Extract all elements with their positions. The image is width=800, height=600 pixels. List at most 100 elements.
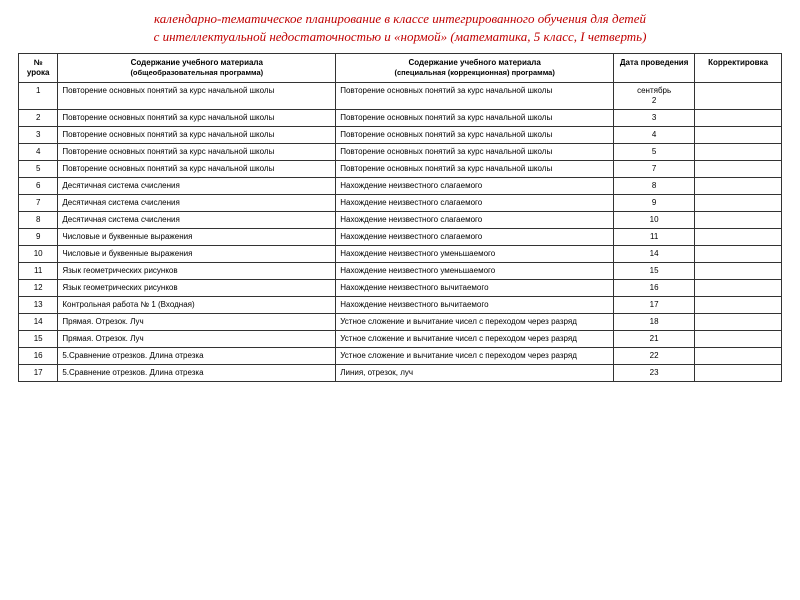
- table-row: 165.Сравнение отрезков. Длина отрезкаУст…: [19, 348, 782, 365]
- h-corr: Корректировка: [708, 58, 768, 67]
- table-row: 11Язык геометрических рисунковНахождение…: [19, 263, 782, 280]
- cell-correction: [695, 161, 782, 178]
- cell-content1: Числовые и буквенные выражения: [58, 229, 336, 246]
- table-row: 10Числовые и буквенные выраженияНахожден…: [19, 246, 782, 263]
- table-row: 6Десятичная система счисленияНахождение …: [19, 178, 782, 195]
- cell-content2: Нахождение неизвестного уменьшаемого: [336, 263, 614, 280]
- cell-date: 22: [614, 348, 695, 365]
- cell-date: 23: [614, 365, 695, 382]
- cell-date: 17: [614, 297, 695, 314]
- h-c1-main: Содержание учебного материала: [131, 58, 263, 67]
- table-row: 15Прямая. Отрезок. ЛучУстное сложение и …: [19, 331, 782, 348]
- cell-content2: Повторение основных понятий за курс нача…: [336, 110, 614, 127]
- cell-correction: [695, 83, 782, 110]
- cell-date: 9: [614, 195, 695, 212]
- cell-content1: Числовые и буквенные выражения: [58, 246, 336, 263]
- cell-content2: Повторение основных понятий за курс нача…: [336, 83, 614, 110]
- table-row: 175.Сравнение отрезков. Длина отрезкаЛин…: [19, 365, 782, 382]
- table-row: 5Повторение основных понятий за курс нач…: [19, 161, 782, 178]
- cell-number: 12: [19, 280, 58, 297]
- cell-number: 6: [19, 178, 58, 195]
- cell-number: 11: [19, 263, 58, 280]
- header-row: № урока Содержание учебного материала (о…: [19, 54, 782, 83]
- cell-content1: Повторение основных понятий за курс нача…: [58, 161, 336, 178]
- cell-correction: [695, 263, 782, 280]
- cell-date: 21: [614, 331, 695, 348]
- cell-correction: [695, 110, 782, 127]
- col-header-content2: Содержание учебного материала (специальн…: [336, 54, 614, 83]
- cell-correction: [695, 280, 782, 297]
- cell-correction: [695, 246, 782, 263]
- cell-number: 10: [19, 246, 58, 263]
- plan-table: № урока Содержание учебного материала (о…: [18, 53, 782, 382]
- title-line-1: календарно-тематическое планирование в к…: [154, 11, 646, 26]
- cell-correction: [695, 212, 782, 229]
- cell-number: 1: [19, 83, 58, 110]
- cell-content2: Нахождение неизвестного уменьшаемого: [336, 246, 614, 263]
- cell-content1: 5.Сравнение отрезков. Длина отрезка: [58, 348, 336, 365]
- cell-content1: Десятичная система счисления: [58, 212, 336, 229]
- cell-number: 15: [19, 331, 58, 348]
- cell-content2: Устное сложение и вычитание чисел с пере…: [336, 314, 614, 331]
- table-row: 9Числовые и буквенные выраженияНахождени…: [19, 229, 782, 246]
- cell-content2: Нахождение неизвестного вычитаемого: [336, 280, 614, 297]
- col-header-number: № урока: [19, 54, 58, 83]
- col-header-content1: Содержание учебного материала (общеобраз…: [58, 54, 336, 83]
- cell-date: 11: [614, 229, 695, 246]
- cell-correction: [695, 365, 782, 382]
- h-c2-sub: (специальная (коррекционная) программа): [339, 68, 610, 77]
- cell-correction: [695, 178, 782, 195]
- cell-date: 14: [614, 246, 695, 263]
- cell-number: 7: [19, 195, 58, 212]
- table-row: 14Прямая. Отрезок. ЛучУстное сложение и …: [19, 314, 782, 331]
- page-title: календарно-тематическое планирование в к…: [18, 10, 782, 45]
- cell-date: сентябрь 2: [614, 83, 695, 110]
- cell-correction: [695, 348, 782, 365]
- table-row: 2Повторение основных понятий за курс нач…: [19, 110, 782, 127]
- cell-content1: Язык геометрических рисунков: [58, 263, 336, 280]
- cell-date: 4: [614, 127, 695, 144]
- cell-correction: [695, 195, 782, 212]
- cell-number: 2: [19, 110, 58, 127]
- h-c1-sub: (общеобразовательная программа): [61, 68, 332, 77]
- cell-content2: Устное сложение и вычитание чисел с пере…: [336, 331, 614, 348]
- h-num: № урока: [27, 58, 50, 77]
- cell-content2: Нахождение неизвестного слагаемого: [336, 229, 614, 246]
- cell-date: 16: [614, 280, 695, 297]
- table-row: 4Повторение основных понятий за курс нач…: [19, 144, 782, 161]
- cell-content2: Устное сложение и вычитание чисел с пере…: [336, 348, 614, 365]
- cell-date: 7: [614, 161, 695, 178]
- cell-content1: Прямая. Отрезок. Луч: [58, 331, 336, 348]
- cell-number: 8: [19, 212, 58, 229]
- title-line-2: с интеллектуальной недостаточностью и «н…: [154, 29, 647, 44]
- cell-content1: Повторение основных понятий за курс нача…: [58, 144, 336, 161]
- cell-correction: [695, 297, 782, 314]
- cell-number: 14: [19, 314, 58, 331]
- cell-content2: Повторение основных понятий за курс нача…: [336, 161, 614, 178]
- table-row: 12Язык геометрических рисунковНахождение…: [19, 280, 782, 297]
- cell-content1: Повторение основных понятий за курс нача…: [58, 83, 336, 110]
- table-row: 8Десятичная система счисленияНахождение …: [19, 212, 782, 229]
- cell-date: 3: [614, 110, 695, 127]
- cell-content1: 5.Сравнение отрезков. Длина отрезка: [58, 365, 336, 382]
- cell-content2: Нахождение неизвестного слагаемого: [336, 212, 614, 229]
- cell-content1: Повторение основных понятий за курс нача…: [58, 110, 336, 127]
- cell-correction: [695, 331, 782, 348]
- cell-date: 18: [614, 314, 695, 331]
- table-row: 13Контрольная работа № 1 (Входная)Нахожд…: [19, 297, 782, 314]
- cell-correction: [695, 314, 782, 331]
- cell-content1: Десятичная система счисления: [58, 195, 336, 212]
- cell-number: 5: [19, 161, 58, 178]
- cell-date: 15: [614, 263, 695, 280]
- table-row: 3Повторение основных понятий за курс нач…: [19, 127, 782, 144]
- cell-correction: [695, 127, 782, 144]
- cell-date: 5: [614, 144, 695, 161]
- cell-content2: Нахождение неизвестного слагаемого: [336, 195, 614, 212]
- cell-correction: [695, 144, 782, 161]
- table-row: 1Повторение основных понятий за курс нач…: [19, 83, 782, 110]
- cell-content2: Нахождение неизвестного слагаемого: [336, 178, 614, 195]
- cell-number: 13: [19, 297, 58, 314]
- cell-content1: Прямая. Отрезок. Луч: [58, 314, 336, 331]
- cell-number: 17: [19, 365, 58, 382]
- cell-date: 8: [614, 178, 695, 195]
